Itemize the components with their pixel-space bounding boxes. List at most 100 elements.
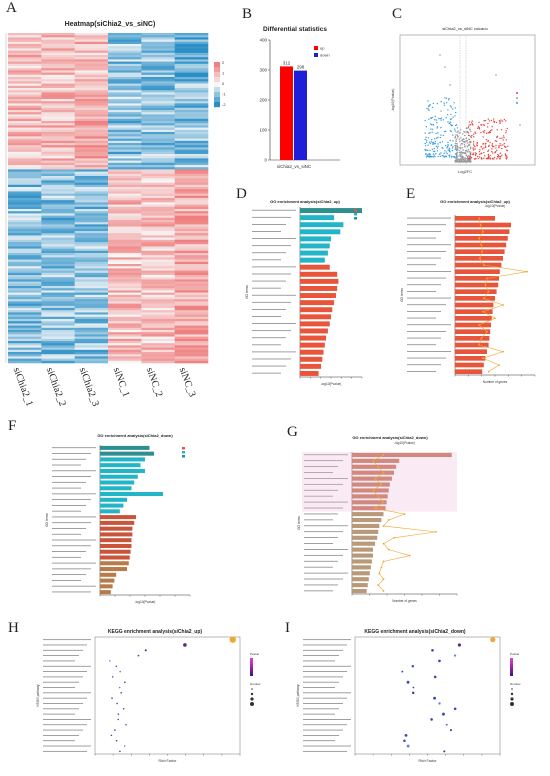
- heatmap-cell: [174, 33, 209, 36]
- heatmap-cell: [41, 81, 75, 84]
- c-point: [454, 159, 457, 161]
- h-dot: [125, 723, 127, 726]
- i-pathway-label: [303, 681, 339, 683]
- c-point: [432, 156, 435, 158]
- d-bar: [300, 208, 362, 214]
- c-point: [445, 116, 447, 119]
- c-legend-swatch: [516, 102, 518, 104]
- heatmap-cell: [41, 94, 75, 98]
- heatmap-cell: [174, 129, 209, 133]
- c-point: [447, 141, 449, 144]
- h-pathway-label: [43, 649, 83, 651]
- heatmap-cell: [108, 261, 142, 265]
- d-bar: [300, 363, 322, 369]
- heatmap-cell: [108, 107, 142, 111]
- h-pathway-label: [43, 734, 79, 736]
- heatmap-cell: [8, 226, 42, 230]
- heatmap-cell: [74, 283, 109, 287]
- heatmap-cell: [141, 244, 175, 247]
- heatmap-cell: [8, 116, 42, 120]
- heatmap-cell: [8, 231, 42, 234]
- heatmap-cell: [74, 59, 109, 62]
- heatmap-cell: [174, 105, 209, 109]
- c-point: [465, 131, 468, 133]
- h-pathway-label: [43, 676, 83, 678]
- d-term-label: [252, 337, 286, 339]
- heatmap-cell: [174, 77, 209, 80]
- heatmap-cell: [174, 57, 209, 60]
- heatmap-cell: [174, 244, 209, 247]
- heatmap-cell: [8, 105, 42, 109]
- heatmap-cell: [108, 74, 142, 78]
- c-point: [499, 137, 501, 140]
- heatmap-cell: [108, 83, 142, 87]
- heatmap-cell: [41, 253, 75, 256]
- d-bar: [300, 285, 338, 291]
- h-pathway-label: [43, 750, 87, 752]
- c-point: [473, 136, 475, 138]
- heatmap-cell: [8, 330, 42, 333]
- h-legend-size: [250, 697, 254, 701]
- c-point: [460, 151, 462, 153]
- h-pathway-label: [43, 692, 91, 694]
- c-point: [452, 116, 454, 118]
- c-point: [469, 146, 472, 149]
- heatmap-cell: [74, 165, 109, 168]
- heatmap-cell: [174, 140, 209, 144]
- heatmap-cell: [174, 158, 209, 161]
- c-point: [457, 137, 459, 139]
- heatmap-cell: [174, 239, 209, 243]
- heatmap-cell: [108, 360, 142, 364]
- heatmap-cell: [8, 96, 42, 100]
- heatmap-cell: [41, 44, 75, 47]
- c-point: [426, 149, 429, 152]
- panel-letter-d: D: [236, 186, 247, 202]
- heatmap-cell: [8, 209, 42, 212]
- c-point: [434, 142, 436, 145]
- c-point: [474, 154, 477, 156]
- heatmap-cell: [141, 99, 175, 102]
- c-point: [468, 155, 470, 157]
- heatmap-cell: [174, 169, 209, 172]
- c-point: [462, 139, 464, 141]
- heatmap-cell: [41, 349, 75, 353]
- heatmap-cell: [41, 294, 75, 298]
- heatmap-cell: [8, 275, 42, 278]
- heatmap-cell: [41, 176, 75, 179]
- i-dot: [445, 723, 448, 726]
- h-legend-gradient: [250, 673, 253, 676]
- c-point: [459, 155, 462, 158]
- c-point: [431, 141, 434, 144]
- heatmap-cell: [174, 132, 209, 135]
- h-legend-gradient: [250, 661, 253, 664]
- c-point: [455, 138, 458, 141]
- d-bar: [300, 370, 319, 376]
- heatmap-cell: [141, 233, 175, 236]
- c-point: [432, 143, 434, 145]
- c-point: [430, 141, 433, 143]
- heatmap-cell: [41, 110, 75, 113]
- heatmap-cell: [108, 308, 142, 311]
- heatmap-cell: [41, 321, 75, 324]
- heatmap-cell: [141, 33, 175, 36]
- heatmap-cell: [108, 341, 142, 344]
- heatmap-cell: [108, 352, 142, 355]
- heatmap-cell: [174, 352, 209, 355]
- heatmap-cell: [74, 39, 109, 43]
- f-bar: [100, 572, 117, 577]
- heatmap-cell: [41, 189, 75, 192]
- h-dot: [118, 686, 121, 689]
- c-point: [487, 140, 489, 143]
- heatmap-cell: [174, 70, 209, 73]
- heatmap-cell: [108, 151, 142, 155]
- heatmap-cell: [174, 272, 209, 276]
- c-point: [469, 141, 472, 143]
- heatmap-cell: [174, 63, 209, 67]
- c-point: [452, 156, 455, 158]
- c-point: [495, 147, 497, 149]
- heatmap-cell: [108, 325, 142, 329]
- heatmap-cell: [41, 132, 75, 135]
- g-term-label: [304, 549, 348, 550]
- heatmap-cell: [8, 162, 42, 166]
